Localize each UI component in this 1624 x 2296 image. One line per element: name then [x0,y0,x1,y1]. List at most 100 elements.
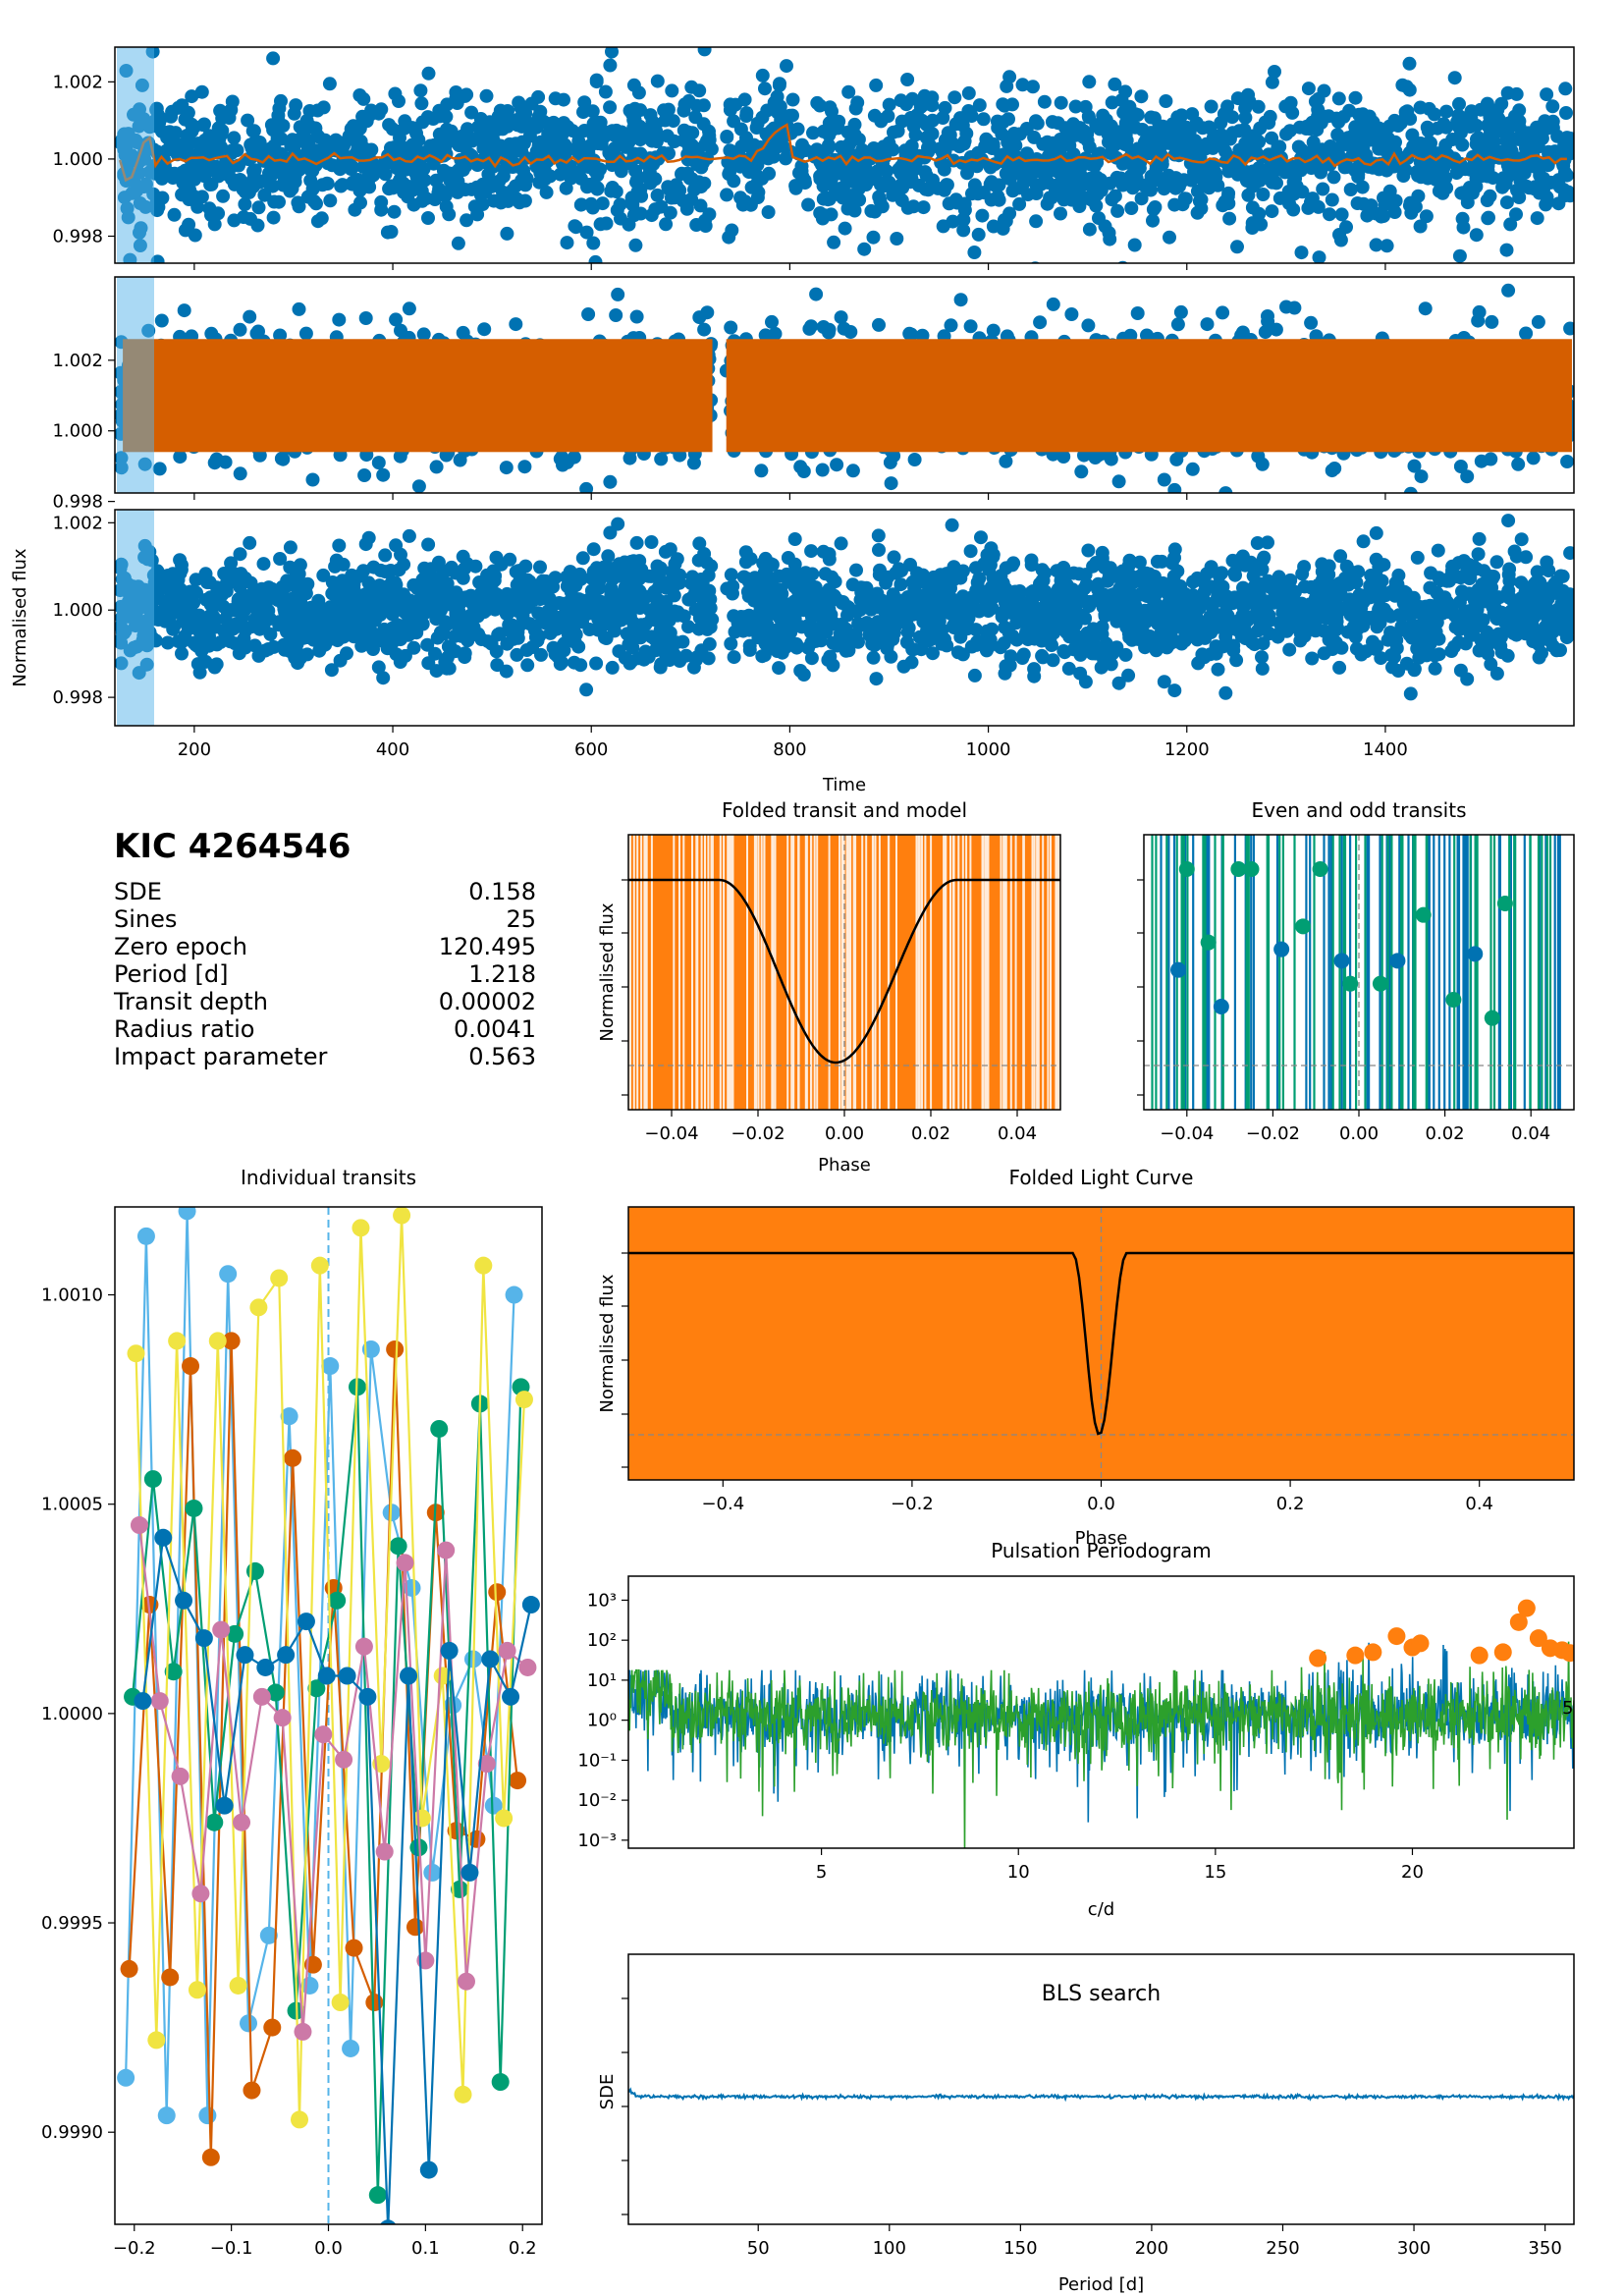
stat-label: Zero epoch [114,933,247,960]
stat-label: Period [d] [114,960,229,988]
panel-title: Individual transits [241,1166,416,1189]
transit-point [1170,961,1187,978]
stat-row-sde: SDE 0.158 [114,878,536,905]
y-tick-label: 1.000 [52,149,103,170]
x-tick-label: 0.0 [314,2238,343,2259]
transit-line-teal [131,1387,522,2196]
transit-point [430,1419,449,1438]
transit-point [457,1972,475,1991]
x-tick-label: 200 [178,739,211,760]
x-tick-label: 20 [1401,1862,1424,1883]
panel-title: Folded transit and model [722,798,967,822]
x-tick-label: 15 [1204,1862,1226,1883]
transit-point [1295,918,1312,935]
transit-point [182,1357,200,1376]
transit-point [205,1813,224,1831]
transit-point [1213,999,1229,1014]
stat-row-radius-ratio: Radius ratio 0.0041 [114,1015,536,1043]
stat-value: 1.218 [468,960,536,988]
model-band [726,339,1572,453]
transit-point [294,2022,312,2041]
transit-point [245,1561,264,1580]
x-tick-label: 1400 [1363,739,1408,760]
peak-marker [1509,1613,1528,1631]
transit-point [127,1344,145,1363]
x-tick-label: 0.02 [1426,1123,1465,1144]
transit-point [226,1624,244,1643]
x-tick-label: −0.02 [1246,1123,1300,1144]
bls-panel-plot-area [628,2087,1574,2103]
transit-point [134,1692,152,1711]
transit-point [1415,906,1432,923]
stat-value: 0.00002 [438,988,536,1015]
x-tick-label: 10 [1007,1862,1030,1883]
transit-point [509,1772,527,1790]
side-label: 5 [1562,1698,1573,1719]
axes-border [114,276,1575,494]
stat-label: Sines [114,905,178,933]
transit-point [270,1269,289,1287]
transit-point [236,1646,254,1665]
transit-point [1200,934,1217,951]
transit-point [484,1796,503,1815]
folded-light-curve-panel-plot-area [628,1207,1574,1480]
transit-point [240,2014,258,2033]
peak-marker [1309,1649,1327,1667]
stat-row-zero-epoch: Zero epoch 120.495 [114,933,536,960]
x-axis-label: Time [822,775,866,795]
y-tick-label: 1.000 [52,600,103,621]
transit-point [191,1885,210,1903]
transit-point [117,2068,135,2087]
transit-point [1230,861,1247,877]
transit-point [249,1298,268,1317]
transit-point [188,1981,206,1999]
transit-point [1342,975,1359,992]
x-tick-label: 0.02 [911,1123,950,1144]
y-axis-label: Normalised flux [10,548,30,686]
y-tick-label: 0.998 [52,687,103,708]
peak-marker [1493,1643,1512,1662]
y-tick-label: 1.0000 [41,1704,103,1724]
transit-point [291,2110,309,2129]
peak-marker [1560,1644,1574,1663]
transit-point [317,1667,336,1685]
stat-row-sines: Sines 25 [114,905,536,933]
transit-point [321,1357,340,1376]
panel-title: Folded Light Curve [1009,1166,1194,1189]
even-odd-panel-plot-area [1144,835,1574,1110]
axes-border [114,46,1575,264]
transit-point [335,1750,353,1769]
transit-point [1484,1010,1500,1026]
raw-lightcurve-panel: 0.998 1.000 1.002 [52,46,1575,270]
transit-point [1389,953,1406,969]
transit-point [120,1959,138,1978]
masked-region [117,47,154,263]
transit-point [474,1256,493,1275]
x-axis-label: Phase [1075,1528,1128,1549]
transit-point [252,1687,271,1706]
transit-point [233,1813,251,1831]
transit-point [175,1591,193,1610]
transit-point [229,1976,247,1995]
transit-point [454,2085,472,2104]
transit-point [375,1842,394,1861]
flux-points [115,514,1574,701]
transit-point [130,1516,148,1535]
transit-point [419,2160,438,2179]
detrended-panel-plot-area [115,277,1574,493]
individual-transits-panel: 0.9990 0.9995 1.0000 1.0005 1.0010 −0.2 −0.1 0.… [41,1166,543,2259]
y-tick-label: 10¹ [587,1670,617,1691]
transit-point [389,1537,407,1556]
transit-point [498,1641,516,1660]
detrended-panel: 0.998 1.000 1.002 [52,276,1575,513]
transit-point [1178,861,1195,877]
y-tick-label: 1.0010 [41,1285,103,1306]
x-tick-label: 200 [1135,2238,1168,2259]
transit-point [481,1650,500,1668]
transit-point [314,1725,333,1744]
transit-point [178,1207,196,1221]
transit-point [164,1663,183,1681]
x-tick-label: 50 [747,2238,770,2259]
transit-point [514,1391,533,1409]
